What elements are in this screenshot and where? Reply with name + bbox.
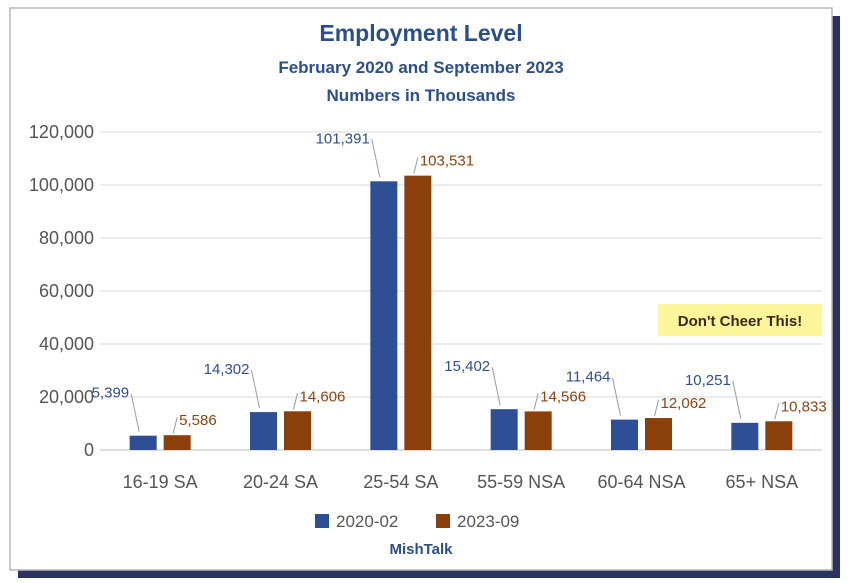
leader-line [654,399,659,417]
data-label: 15,402 [444,358,490,375]
y-tick-label: 0 [84,440,94,460]
chart-subtitle-units: Numbers in Thousands [327,86,516,105]
bars [129,175,793,450]
chart-subtitle-dates: February 2020 and September 2023 [278,58,563,77]
data-label: 11,464 [566,369,611,386]
legend: 2020-02 2023-09 [315,512,519,531]
bar-2020-02-55-59-nsa [490,409,518,450]
leader-line [491,367,501,406]
bar-2023-09-60-64-nsa [645,418,672,450]
y-axis-tick-labels: 0 20,000 40,000 60,000 80,000 100,000 120,000 [29,122,94,460]
leader-line [371,139,381,178]
data-label: 10,251 [685,372,731,389]
leader-line [130,393,140,432]
chart-title: Employment Level [319,20,522,46]
data-label: 103,531 [420,153,474,170]
annotation-callout: Don't Cheer This! [658,304,822,336]
leader-line [533,393,539,410]
source-label: MishTalk [389,541,453,558]
data-labels: 5,399 5,586 14,302 14,606 101,391 103,531 15,4… [92,130,827,434]
x-tick-label: 65+ NSA [726,472,799,492]
data-label: 14,606 [300,388,346,405]
leader-line [413,157,419,174]
data-label: 5,399 [92,385,130,402]
data-label: 5,586 [179,412,217,429]
bar-2023-09-25-54-sa [404,175,432,450]
x-axis-tick-labels: 16-19 SA 20-24 SA 25-54 SA 55-59 NSA 60-64 N… [123,472,798,492]
y-tick-label: 100,000 [29,175,94,195]
annotation-text: Don't Cheer This! [678,313,802,330]
x-tick-label: 55-59 NSA [477,472,565,492]
bar-2020-02-25-54-sa [370,181,398,450]
y-tick-label: 40,000 [39,334,94,354]
y-tick-label: 20,000 [39,387,94,407]
data-label: 10,833 [781,398,827,415]
bar-2020-02-16-19-sa [129,435,157,450]
data-label: 12,062 [661,395,707,412]
bar-2020-02-65-nsa [731,422,759,450]
bar-2023-09-65-nsa [765,421,793,450]
x-tick-label: 60-64 NSA [597,472,685,492]
data-label: 14,566 [540,388,586,405]
legend-swatch-2023-09 [436,514,450,528]
gridlines [100,131,822,451]
x-tick-label: 20-24 SA [243,472,318,492]
leader-line [251,369,260,409]
y-tick-label: 120,000 [29,122,94,142]
y-tick-label: 60,000 [39,281,94,301]
leader-line [293,393,298,410]
leader-line [774,403,780,420]
leader-line [612,377,621,416]
bar-2023-09-16-19-sa [163,435,191,450]
leader-line [732,380,742,419]
legend-label-2020-02: 2020-02 [336,512,398,531]
legend-label-2023-09: 2023-09 [457,512,519,531]
bar-2020-02-60-64-nsa [611,419,638,450]
y-tick-label: 80,000 [39,228,94,248]
bar-2023-09-55-59-nsa [524,411,552,450]
data-label: 14,302 [204,361,250,378]
annotation-box [658,304,822,336]
leader-line [172,417,178,434]
x-tick-label: 25-54 SA [363,472,438,492]
bar-2023-09-20-24-sa [284,411,311,450]
x-tick-label: 16-19 SA [123,472,198,492]
data-label: 101,391 [316,130,370,147]
legend-swatch-2020-02 [315,514,329,528]
bar-2020-02-20-24-sa [250,412,277,450]
